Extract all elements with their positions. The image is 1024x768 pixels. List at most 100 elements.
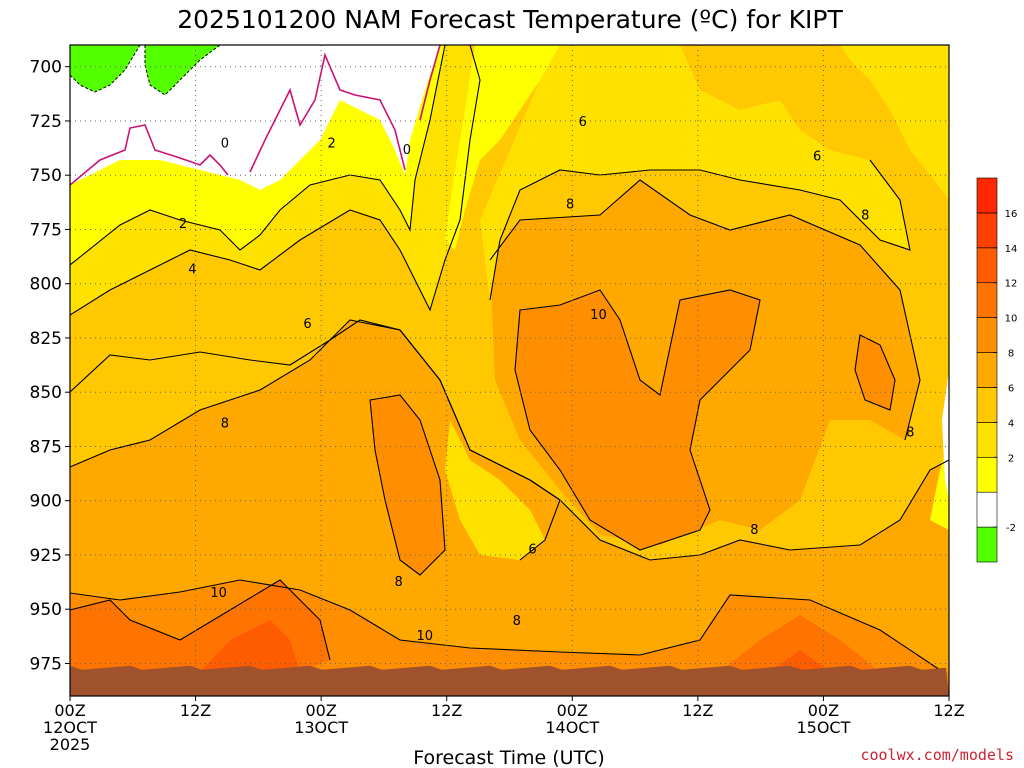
- colorbar-label: 10: [1005, 314, 1018, 325]
- contour-line-0-right: [419, 45, 441, 121]
- colorbar-swatch: [976, 387, 998, 423]
- contour-line-2: [70, 45, 446, 266]
- x-axis-label: Forecast Time (UTC): [413, 747, 604, 768]
- contour-label: 0: [221, 137, 229, 152]
- contour-line-minus-2-a: [70, 45, 141, 93]
- colorbar-swatch: [976, 177, 998, 214]
- y-tick-label: 700: [30, 58, 62, 78]
- freezing-contours: [70, 45, 441, 186]
- contour-label: 6: [528, 542, 536, 557]
- contour-line-8-upper: [489, 179, 921, 441]
- x-tick-label: 12Z: [933, 701, 964, 720]
- x-tick-label: 15OCT: [796, 718, 850, 737]
- x-tick-label: 12Z: [180, 701, 211, 720]
- colorbar-label: -2: [1006, 523, 1016, 534]
- contour-label: 8: [394, 575, 402, 590]
- contour-line-10-right: [854, 334, 896, 411]
- contour-lines: [70, 45, 949, 671]
- x-tick-label: 12Z: [682, 701, 713, 720]
- colorbar-label: 8: [1008, 349, 1014, 360]
- colorbar-swatch: [976, 317, 998, 353]
- plot-border: [69, 44, 950, 697]
- contour-label: 2: [327, 137, 335, 152]
- colorbar-swatch: [976, 422, 998, 458]
- contour-label: 8: [750, 523, 758, 538]
- colorbar-swatch: [976, 526, 998, 563]
- y-tick-label: 875: [30, 437, 62, 457]
- y-tick-label: 975: [30, 654, 62, 674]
- plot-area: [70, 45, 949, 696]
- y-tick-label: 950: [30, 600, 62, 620]
- contour-line-10: [514, 289, 761, 551]
- y-tick-label: 725: [30, 112, 62, 132]
- temp-band-4-6-right: [480, 45, 910, 300]
- grid: [70, 45, 949, 696]
- contour-label: 6: [813, 150, 821, 165]
- colorbar-label: 14: [1005, 244, 1018, 255]
- contour-label: 6: [303, 317, 311, 332]
- y-tick-label: 900: [30, 492, 62, 512]
- colorbar-swatch: [976, 491, 998, 528]
- colorbar: -2 2 4 6 8 10 12 14 16: [976, 177, 1018, 563]
- colorbar-label: 16: [1005, 209, 1018, 220]
- contour-label: 8: [906, 425, 914, 440]
- credit-link[interactable]: coolwx.com/models: [860, 746, 1014, 764]
- y-tick-label: 925: [30, 546, 62, 566]
- contour-label: 2: [179, 217, 187, 232]
- contour-line-8-lower: [70, 579, 941, 671]
- contour-line-8: [70, 319, 949, 561]
- contour-label: 8: [861, 208, 869, 223]
- y-tick-label: 800: [30, 275, 62, 295]
- temp-band-4-6-lower: [445, 420, 545, 560]
- colorbar-label: 6: [1008, 383, 1014, 394]
- x-tick-label: 00Z: [54, 701, 85, 720]
- x-tick-label: 14OCT: [545, 718, 599, 737]
- contour-line-0-left: [70, 124, 229, 186]
- x-tick-label: 13OCT: [294, 718, 348, 737]
- temp-band-below-minus-2-a: [70, 45, 140, 92]
- x-tick-label: 00Z: [305, 701, 336, 720]
- contour-line-10-mid: [369, 394, 446, 576]
- contour-line-10-lower: [70, 579, 331, 661]
- y-axis: 700 725 750 775 800 825 850 875 900 925 950 975: [30, 58, 70, 674]
- contour-line-0-mid: [249, 52, 406, 173]
- colorbar-swatch: [976, 247, 998, 284]
- contour-label: 10: [210, 586, 227, 601]
- contour-label: 8: [566, 197, 574, 212]
- colorbar-label: 12: [1005, 279, 1018, 290]
- x-tick-label: 00Z: [557, 701, 588, 720]
- contour-line-4: [70, 45, 481, 316]
- colorbar-label: 4: [1008, 418, 1014, 429]
- contour-label: 4: [188, 263, 196, 278]
- chart-title: 2025101200 NAM Forecast Temperature (ºC)…: [177, 5, 843, 34]
- temp-band-0-2-edge: [942, 370, 949, 500]
- temp-band-4-6-topright: [840, 45, 949, 200]
- temp-band-2-4-right: [445, 45, 560, 250]
- contour-label: 6: [579, 115, 587, 130]
- colorbar-swatch: [976, 352, 998, 388]
- x-tick-label: 2025: [50, 735, 91, 754]
- temp-band-10-12-upper: [515, 290, 760, 550]
- temp-band-below-minus-2-b: [145, 45, 220, 95]
- contour-label: 10: [416, 629, 433, 644]
- contour-label: 8: [513, 614, 521, 629]
- colorbar-swatch: [976, 212, 998, 249]
- colorbar-swatch: [976, 282, 998, 318]
- contour-line-minus-2-b: [144, 45, 221, 96]
- temp-band-14-16: [200, 620, 300, 672]
- ground-surface: [70, 665, 949, 696]
- x-tick-label: 12OCT: [43, 718, 97, 737]
- temp-band-12-14-right: [720, 615, 880, 672]
- y-tick-label: 750: [30, 166, 62, 186]
- contour-label: 10: [590, 308, 607, 323]
- temp-band-10-12-upper-right: [855, 335, 895, 410]
- contour-label: 8: [221, 417, 229, 432]
- x-tick-label: 00Z: [808, 701, 839, 720]
- colorbar-label: 2: [1008, 453, 1014, 464]
- y-tick-label: 775: [30, 220, 62, 240]
- colorbar-swatch: [976, 456, 998, 493]
- contour-labels: 0 0 2 2 4 6 6 6 6 8 8 8 8 8 8 8 10 10 10: [179, 115, 915, 644]
- contour-label: 0: [403, 143, 411, 158]
- y-tick-label: 825: [30, 329, 62, 349]
